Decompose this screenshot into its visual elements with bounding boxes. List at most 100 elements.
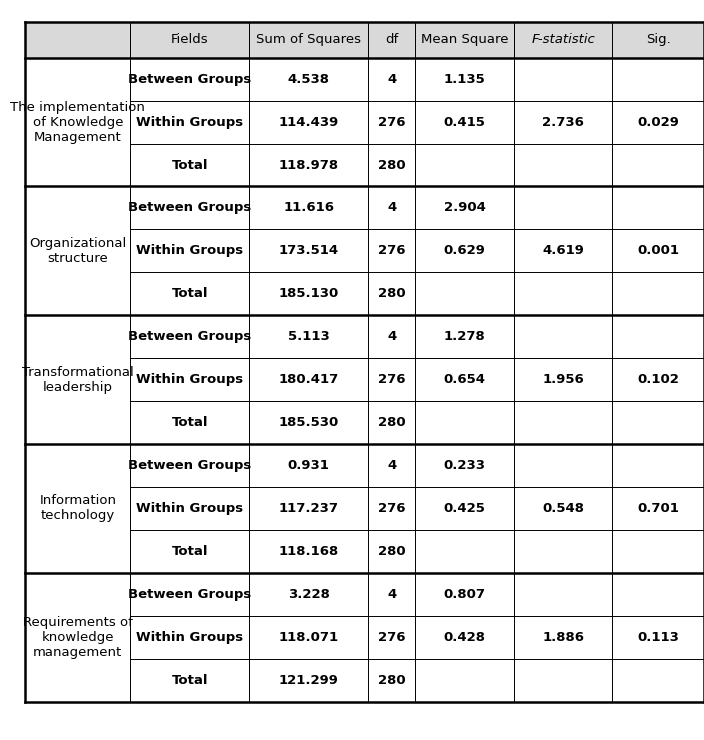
Bar <box>612 487 704 530</box>
Text: 173.514: 173.514 <box>279 244 339 258</box>
Text: 276: 276 <box>378 373 406 386</box>
Text: Fields: Fields <box>171 33 208 47</box>
Bar <box>249 272 368 315</box>
Bar <box>249 659 368 702</box>
Text: Mean Square: Mean Square <box>421 33 508 47</box>
Text: Total: Total <box>172 416 208 429</box>
Text: 118.168: 118.168 <box>279 545 339 558</box>
Bar <box>368 186 415 229</box>
Text: df: df <box>385 33 398 47</box>
Bar <box>514 358 612 401</box>
Text: 114.439: 114.439 <box>279 115 339 129</box>
Bar <box>415 616 514 659</box>
Text: 4: 4 <box>387 73 396 86</box>
Bar <box>514 101 612 144</box>
Bar <box>415 272 514 315</box>
Text: 4: 4 <box>387 201 396 215</box>
Bar <box>130 530 249 573</box>
Bar <box>415 22 514 58</box>
Bar <box>130 573 249 616</box>
Text: 0.001: 0.001 <box>637 244 679 258</box>
Bar <box>249 530 368 573</box>
Bar <box>249 22 368 58</box>
Text: Requirements of
knowledge
management: Requirements of knowledge management <box>23 616 132 659</box>
Text: 1.886: 1.886 <box>542 630 584 644</box>
Bar <box>514 401 612 444</box>
Bar <box>25 101 130 144</box>
Bar <box>249 101 368 144</box>
Bar <box>415 487 514 530</box>
Bar <box>514 487 612 530</box>
Bar <box>514 229 612 272</box>
Bar <box>249 401 368 444</box>
Bar <box>130 315 249 358</box>
Text: 280: 280 <box>378 158 406 172</box>
Text: 4.538: 4.538 <box>287 73 329 86</box>
Bar <box>25 229 130 272</box>
Text: 276: 276 <box>378 630 406 644</box>
Bar <box>249 358 368 401</box>
Bar <box>514 616 612 659</box>
Bar <box>415 659 514 702</box>
Bar <box>415 229 514 272</box>
Bar <box>415 144 514 186</box>
Text: 280: 280 <box>378 545 406 558</box>
Text: Total: Total <box>172 287 208 300</box>
Bar <box>612 315 704 358</box>
Bar <box>25 272 130 315</box>
Bar <box>514 58 612 101</box>
Text: 5.113: 5.113 <box>288 330 329 343</box>
Bar <box>368 616 415 659</box>
Text: 185.530: 185.530 <box>279 416 339 429</box>
Bar <box>368 58 415 101</box>
Text: Within Groups: Within Groups <box>136 244 244 258</box>
Bar <box>249 229 368 272</box>
Bar <box>415 401 514 444</box>
Text: 2.904: 2.904 <box>444 201 486 215</box>
Bar <box>249 444 368 487</box>
Text: 1.278: 1.278 <box>444 330 486 343</box>
Text: 0.629: 0.629 <box>444 244 486 258</box>
Bar <box>249 58 368 101</box>
Bar <box>130 616 249 659</box>
Text: Total: Total <box>172 158 208 172</box>
Bar <box>130 272 249 315</box>
Text: Sum of Squares: Sum of Squares <box>256 33 361 47</box>
Bar <box>612 616 704 659</box>
Bar <box>130 22 249 58</box>
Bar <box>415 530 514 573</box>
Text: 1.956: 1.956 <box>542 373 584 386</box>
Bar <box>368 101 415 144</box>
Text: 11.616: 11.616 <box>283 201 334 215</box>
Text: Within Groups: Within Groups <box>136 373 244 386</box>
Text: The implementation
of Knowledge
Management: The implementation of Knowledge Manageme… <box>11 101 145 144</box>
Text: 276: 276 <box>378 244 406 258</box>
Bar <box>368 401 415 444</box>
Text: Within Groups: Within Groups <box>136 502 244 515</box>
Text: 0.415: 0.415 <box>444 115 486 129</box>
Text: 2.736: 2.736 <box>542 115 584 129</box>
Bar <box>415 358 514 401</box>
Text: Between Groups: Between Groups <box>128 588 251 601</box>
Bar <box>25 144 130 186</box>
Text: 1.135: 1.135 <box>444 73 486 86</box>
Text: 117.237: 117.237 <box>279 502 339 515</box>
Text: 280: 280 <box>378 287 406 300</box>
Bar <box>25 444 130 487</box>
Bar <box>249 573 368 616</box>
Bar <box>368 358 415 401</box>
Bar <box>368 272 415 315</box>
Bar <box>415 315 514 358</box>
Bar <box>130 401 249 444</box>
Bar <box>249 487 368 530</box>
Bar <box>25 358 130 401</box>
Bar <box>25 186 130 229</box>
Bar <box>368 659 415 702</box>
Bar <box>368 315 415 358</box>
Text: Organizational
structure: Organizational structure <box>29 237 127 265</box>
Text: Sig.: Sig. <box>646 33 670 47</box>
Text: F-statistic: F-statistic <box>532 33 595 47</box>
Text: 0.807: 0.807 <box>444 588 486 601</box>
Bar <box>514 186 612 229</box>
Text: 276: 276 <box>378 115 406 129</box>
